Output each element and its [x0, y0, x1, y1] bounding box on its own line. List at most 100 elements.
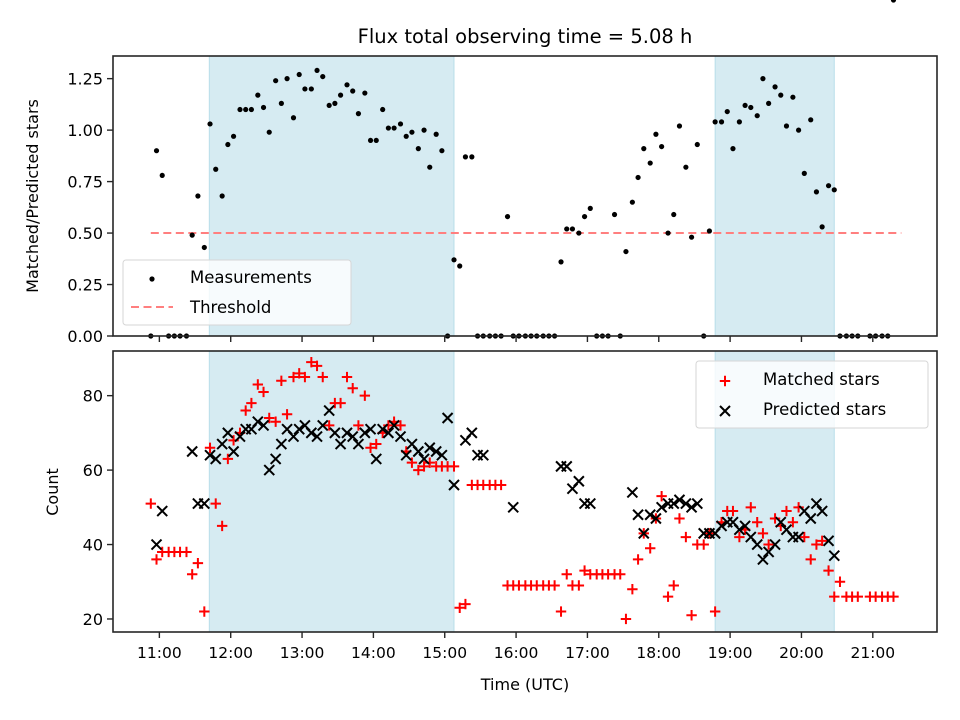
plus-marker: [359, 390, 371, 401]
legend-entry-predicted-stars: Predicted stars: [719, 400, 886, 419]
y-tick-label: 1.00: [67, 121, 103, 140]
data-point: [674, 513, 685, 524]
top-y-axis-label: Matched/Predicted stars: [23, 99, 42, 293]
data-point: [418, 453, 430, 465]
plus-marker: [383, 420, 394, 431]
data-point: [632, 554, 644, 565]
x-marker: [198, 497, 211, 510]
x-marker: [673, 494, 686, 506]
data-point: [237, 106, 243, 113]
plus-marker: [192, 557, 204, 569]
x-marker: [400, 449, 412, 461]
data-point: [632, 509, 644, 521]
plus-marker: [549, 580, 560, 591]
data-point: [801, 170, 807, 176]
data-point: [673, 494, 686, 506]
plus-marker: [181, 546, 192, 558]
plus-marker: [240, 405, 251, 416]
x-marker: [822, 535, 835, 547]
data-point: [694, 141, 700, 148]
data-point: [258, 386, 269, 398]
data-point: [561, 569, 572, 580]
data-point: [573, 580, 585, 591]
data-point: [763, 539, 774, 550]
legend-label: Measurements: [190, 268, 312, 287]
data-point: [347, 430, 359, 443]
legend-label: Predicted stars: [763, 400, 886, 419]
observing-window-span: [714, 55, 835, 337]
data-point: [772, 84, 778, 90]
data-point: [302, 86, 308, 92]
data-point: [421, 127, 427, 133]
data-point: [199, 606, 210, 617]
data-point: [635, 174, 641, 181]
x-marker: [448, 479, 460, 491]
data-point: [805, 554, 816, 565]
data-point: [320, 73, 326, 80]
data-point: [579, 565, 590, 576]
data-point: [793, 502, 804, 513]
data-point: [457, 263, 463, 269]
plus-marker: [752, 517, 763, 528]
data-point: [822, 535, 835, 547]
data-point: [222, 427, 234, 439]
x-marker: [430, 445, 442, 458]
plus-marker: [495, 479, 507, 491]
data-point: [683, 164, 689, 170]
x-marker: [263, 464, 275, 476]
plus-marker: [799, 531, 810, 543]
plus-marker: [276, 375, 287, 386]
data-point: [284, 76, 290, 82]
x-marker: [382, 427, 395, 439]
x-marker: [234, 430, 246, 443]
data-point: [370, 453, 382, 465]
data-point: [150, 538, 163, 551]
data-point: [466, 427, 478, 439]
data-point: [668, 497, 680, 510]
plus-marker: [317, 371, 328, 383]
data-point: [388, 419, 400, 432]
data-point: [733, 523, 746, 536]
legend-entry-threshold: Threshold: [131, 298, 271, 317]
data-point: [314, 67, 320, 74]
data-point: [641, 146, 647, 152]
data-point: [323, 404, 335, 417]
x-marker: [769, 538, 781, 551]
data-point: [495, 479, 507, 491]
data-point: [469, 154, 475, 160]
plus-marker: [288, 371, 299, 383]
plus-marker: [852, 591, 864, 602]
data-point: [151, 554, 162, 565]
data-point: [627, 583, 638, 595]
observing-window-span: [208, 350, 455, 633]
data-point: [311, 430, 323, 443]
x-marker: [424, 442, 436, 454]
data-point: [781, 505, 792, 517]
plus-marker: [299, 371, 311, 383]
legend-box: [695, 360, 929, 429]
data-point: [569, 226, 576, 232]
data-point: [727, 505, 739, 517]
data-point: [266, 129, 272, 135]
data-point: [650, 512, 662, 525]
x-marker: [370, 453, 382, 465]
plus-marker: [674, 513, 685, 524]
data-point: [195, 193, 201, 199]
x-marker: [210, 453, 222, 465]
y-tick-label: 0.00: [67, 327, 103, 346]
data-point: [638, 527, 650, 540]
plus-marker: [424, 457, 435, 468]
x-marker: [317, 419, 329, 432]
data-point: [418, 461, 430, 472]
x-marker: [668, 497, 680, 510]
data-point: [376, 423, 389, 435]
plus-marker: [829, 591, 840, 602]
data-point: [252, 379, 264, 390]
data-point: [715, 520, 728, 532]
data-point: [775, 516, 787, 528]
data-point: [718, 119, 725, 125]
data-point: [362, 90, 368, 96]
data-point: [587, 205, 593, 211]
plus-marker: [199, 606, 210, 617]
plus-marker: [264, 412, 275, 424]
